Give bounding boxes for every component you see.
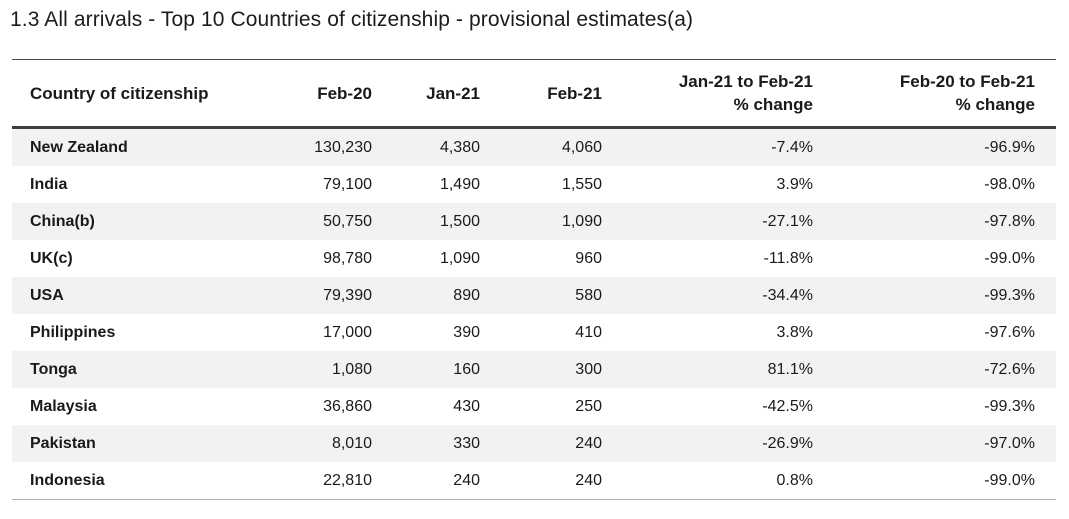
cell-jan21: 160 (453, 361, 480, 378)
cell-feb20: 36,860 (323, 398, 372, 415)
cell-pct-change-feb20-feb21: -99.0% (984, 472, 1035, 489)
table-title: 1.3 All arrivals - Top 10 Countries of c… (10, 8, 694, 31)
cell-jan21: 330 (453, 435, 480, 452)
cell-feb20: 50,750 (323, 213, 372, 230)
cell-jan21: 890 (453, 287, 480, 304)
table-header: Country of citizenship Feb-20 Jan-21 Feb… (12, 59, 1056, 128)
cell-feb21: 4,060 (561, 139, 602, 156)
table-row-malaysia: Malaysia 36,860 430 250 -42.5% -99.3% (12, 388, 1056, 425)
cell-feb21: 240 (575, 472, 602, 489)
cell-feb21: 240 (575, 435, 602, 452)
cell-jan21: 1,490 (439, 176, 480, 193)
cell-pct-change-jan21-feb21: -42.5% (762, 398, 813, 415)
col-header-line1: Jan-21 to Feb-21 (678, 72, 813, 91)
cell-pct-change-jan21-feb21: -26.9% (762, 435, 813, 452)
col-header-line2: % change (733, 95, 813, 114)
cell-feb21: 250 (575, 398, 602, 415)
cell-jan21: 1,090 (439, 250, 480, 267)
cell-pct-change-jan21-feb21: -11.8% (763, 250, 813, 267)
cell-country: Philippines (30, 324, 116, 341)
col-header-jan21: Jan-21 (426, 83, 480, 103)
cell-jan21: 4,380 (439, 139, 480, 156)
cell-country: UK(c) (30, 250, 73, 267)
cell-jan21: 1,500 (439, 213, 480, 230)
arrivals-table: Country of citizenship Feb-20 Jan-21 Feb… (12, 59, 1056, 500)
cell-pct-change-feb20-feb21: -97.0% (984, 435, 1035, 452)
cell-feb20: 79,100 (323, 176, 372, 193)
table-row-uk: UK(c) 98,780 1,090 960 -11.8% -99.0% (12, 240, 1056, 277)
cell-feb20: 130,230 (314, 139, 372, 156)
cell-feb20: 8,010 (331, 435, 372, 452)
cell-pct-change-jan21-feb21: -27.1% (762, 213, 813, 230)
cell-feb21: 410 (575, 324, 602, 341)
cell-country: India (30, 176, 68, 193)
cell-country: USA (30, 287, 64, 304)
cell-pct-change-feb20-feb21: -99.3% (984, 287, 1035, 304)
cell-jan21: 390 (453, 324, 480, 341)
cell-country: China(b) (30, 213, 95, 230)
table-row-philippines: Philippines 17,000 390 410 3.8% -97.6% (12, 314, 1056, 351)
cell-pct-change-jan21-feb21: 3.8% (776, 324, 813, 341)
col-header-feb20: Feb-20 (317, 83, 372, 103)
cell-feb21: 1,090 (561, 213, 602, 230)
table-row-india: India 79,100 1,490 1,550 3.9% -98.0% (12, 166, 1056, 203)
cell-pct-change-jan21-feb21: 81.1% (767, 361, 813, 378)
col-header-line1: Feb-20 to Feb-21 (899, 72, 1035, 91)
cell-country: New Zealand (30, 139, 128, 156)
cell-feb20: 17,000 (323, 324, 372, 341)
cell-feb20: 98,780 (323, 250, 372, 267)
table-row-new-zealand: New Zealand 130,230 4,380 4,060 -7.4% -9… (12, 127, 1056, 166)
cell-jan21: 240 (453, 472, 480, 489)
cell-country: Pakistan (30, 435, 96, 452)
col-header-feb20-feb21-pct-change: Feb-20 to Feb-21 % change (834, 60, 1056, 128)
table-row-usa: USA 79,390 890 580 -34.4% -99.3% (12, 277, 1056, 314)
table-row-china: China(b) 50,750 1,500 1,090 -27.1% -97.8… (12, 203, 1056, 240)
col-header-feb21: Feb-21 (547, 83, 602, 103)
cell-pct-change-feb20-feb21: -99.3% (984, 398, 1035, 415)
cell-pct-change-jan21-feb21: -34.4% (762, 287, 813, 304)
cell-feb21: 960 (575, 250, 602, 267)
cell-feb20: 79,390 (323, 287, 372, 304)
cell-country: Malaysia (30, 398, 97, 415)
table-row-tonga: Tonga 1,080 160 300 81.1% -72.6% (12, 351, 1056, 388)
col-header-line2: % change (955, 95, 1035, 114)
cell-pct-change-feb20-feb21: -97.8% (984, 213, 1035, 230)
cell-feb21: 580 (575, 287, 602, 304)
cell-jan21: 430 (453, 398, 480, 415)
cell-country: Indonesia (30, 472, 105, 489)
cell-pct-change-feb20-feb21: -99.0% (984, 250, 1035, 267)
cell-pct-change-feb20-feb21: -72.6% (984, 361, 1035, 378)
header-row: Country of citizenship Feb-20 Jan-21 Feb… (12, 59, 1056, 128)
cell-feb21: 300 (575, 361, 602, 378)
cell-feb21: 1,550 (561, 176, 602, 193)
col-header-country: Country of citizenship (30, 83, 209, 103)
cell-pct-change-feb20-feb21: -98.0% (984, 176, 1035, 193)
cell-country: Tonga (30, 361, 77, 378)
table-row-indonesia: Indonesia 22,810 240 240 0.8% -99.0% (12, 462, 1056, 500)
cell-feb20: 1,080 (331, 361, 372, 378)
cell-pct-change-jan21-feb21: 0.8% (776, 472, 813, 489)
cell-pct-change-feb20-feb21: -96.9% (984, 139, 1035, 156)
cell-pct-change-feb20-feb21: -97.6% (984, 324, 1035, 341)
col-header-jan21-feb21-pct-change: Jan-21 to Feb-21 % change (623, 60, 834, 128)
table-body: New Zealand 130,230 4,380 4,060 -7.4% -9… (12, 127, 1056, 500)
cell-pct-change-jan21-feb21: 3.9% (776, 176, 813, 193)
table-row-pakistan: Pakistan 8,010 330 240 -26.9% -97.0% (12, 425, 1056, 462)
cell-pct-change-jan21-feb21: -7.4% (771, 139, 813, 156)
cell-feb20: 22,810 (323, 472, 372, 489)
